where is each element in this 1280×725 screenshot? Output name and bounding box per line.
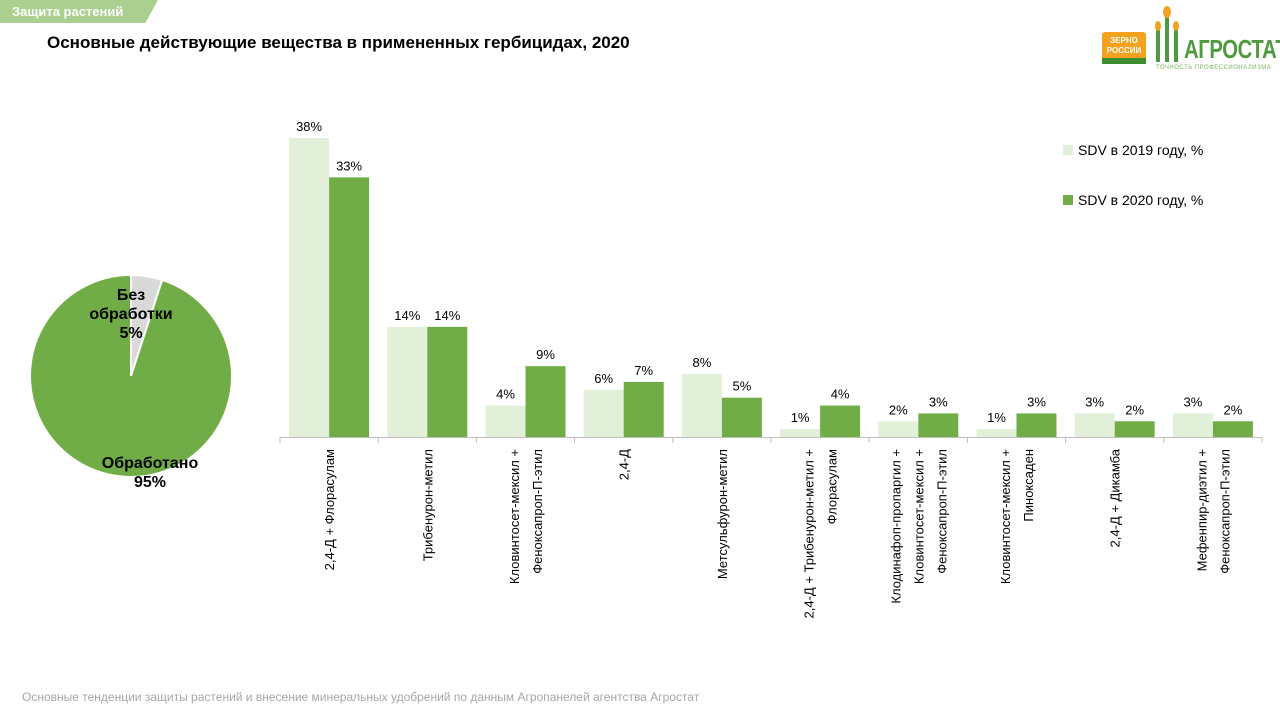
bar-2019 [289,138,330,437]
category-label: Мефенпир-диэтил + Феноксапроп-П-этил [1194,449,1232,574]
logo-tagline: ТОЧНОСТЬ ПРОФЕССИОНАЛИЗМА [1156,65,1272,71]
bar-value-label: 2% [1224,402,1243,417]
bar-value-label: 3% [1085,394,1104,409]
pie-slice [29,273,233,478]
bar-2019 [681,374,722,437]
bar-value-label: 4% [831,387,850,402]
category-label: Трибенурон-метил [420,449,435,561]
category-label: 2,4-Д + Флорасулам [322,449,337,570]
bar-2019 [1074,413,1115,437]
bar-value-label: 3% [1027,394,1046,409]
pie-slice-label: Без обработки 5% [89,287,172,342]
bar-value-label: 33% [336,158,362,173]
bar-value-label: 2% [889,402,908,417]
bar-2019 [485,405,526,437]
bar-2019 [976,429,1017,437]
bar-value-label: 1% [791,410,810,425]
legend-swatch [1063,145,1073,155]
bar-value-label: 5% [733,379,752,394]
bar-value-label: 9% [536,347,555,362]
bar-value-label: 14% [394,308,420,323]
wheat-icon [1155,6,1179,62]
bar-2020 [623,381,664,437]
bar-2020 [1212,421,1253,437]
category-label: Кловинтосет-мексил + Феноксапроп-П-этил [507,449,545,584]
bar-value-label: 6% [594,371,613,386]
category-label: 2,4-Д [617,449,632,480]
bar-value-label: 1% [987,410,1006,425]
bar-2019 [583,389,624,437]
bar-value-label: 14% [434,308,460,323]
zerno-rossii-logo: ЗЕРНО РОССИИ [1102,32,1146,64]
bar-value-label: 3% [929,394,948,409]
bar-value-label: 8% [693,355,712,370]
bar-2020 [329,177,370,437]
bar-2020 [820,405,861,437]
section-tag: Защита растений [0,0,158,23]
bar-2019 [387,326,428,437]
bar-chart: 38% 33% 14% 14% 4% 9% 6% 7% 8% 5% 1% 4% 2% 3% 1% 3% 3% 2%… [279,119,1263,619]
category-label: 2,4-Д + Дикамба [1108,448,1123,547]
category-label: Метсульфурон-метил [715,449,730,579]
category-label: 2,4-Д + Трибенурон-метил + Флорасулам [802,449,840,619]
bar-value-label: 3% [1184,394,1203,409]
footer-note: Основные тенденции защиты растений и вне… [22,690,700,704]
agrostat-brand: АГРОСТАТ [1184,34,1280,64]
legend-swatch [1063,195,1073,205]
pie-chart: Без обработки 5% Обработано 95% [29,273,233,491]
legend-label: SDV в 2019 году, % [1078,142,1203,158]
bar-2020 [525,366,566,437]
logo: ЗЕРНО РОССИИ АГРОСТАТ ТОЧНОСТЬ ПРОФЕССИО… [1098,4,1280,74]
bar-2020 [1016,413,1057,437]
bar-2019 [878,421,919,437]
bar-value-label: 2% [1125,402,1144,417]
bar-2020 [918,413,959,437]
pie-slice-label: Обработано 95% [102,455,199,491]
bar-2020 [427,326,468,437]
bar-2019 [1172,413,1213,437]
bar-2019 [780,429,821,437]
bar-value-label: 38% [296,119,322,134]
logo-zerno-line2: РОССИИ [1106,46,1142,55]
legend-label: SDV в 2020 году, % [1078,192,1203,208]
bar-2020 [721,397,762,437]
bar-2020 [1114,421,1155,437]
bar-value-label: 7% [634,363,653,378]
bar-value-label: 4% [496,387,515,402]
page-title: Основные действующие вещества в применен… [47,33,630,52]
logo-zerno-line1: ЗЕРНО [1110,36,1138,45]
category-label: Кловинтосет-мексил + Пиноксаден [998,449,1036,584]
category-label: Клодинафоп-пропаргил + Кловинтосет-мексил… [888,449,949,604]
